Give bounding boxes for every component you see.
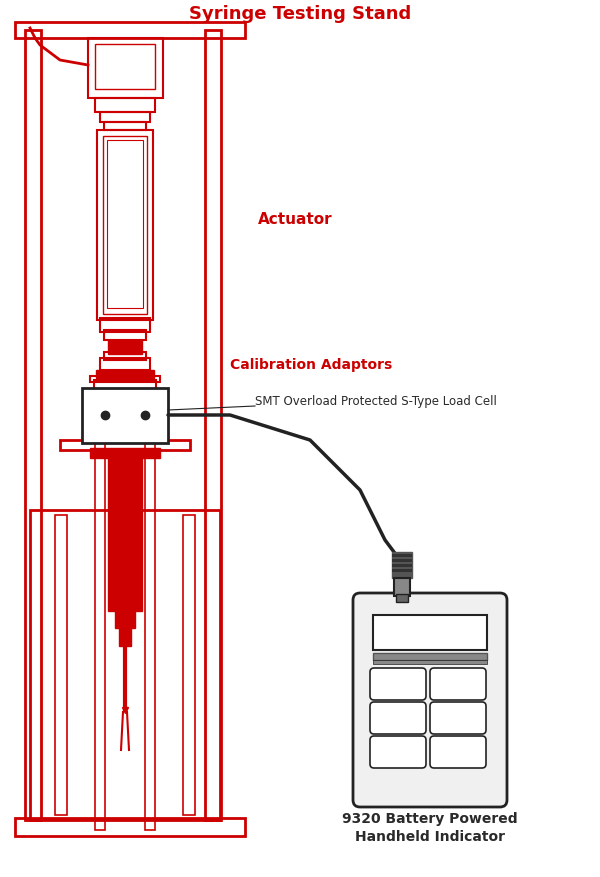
Bar	[90, 376, 160, 382]
Bar	[104, 330, 146, 340]
Bar	[119, 626, 131, 646]
Bar	[15, 818, 245, 836]
Text: 9320 Battery Powered
Handheld Indicator: 9320 Battery Powered Handheld Indicator	[342, 812, 518, 845]
Bar	[15, 22, 245, 38]
Bar	[107, 140, 143, 308]
Bar	[100, 318, 150, 332]
Bar	[100, 358, 150, 370]
Bar	[183, 515, 195, 815]
Bar	[25, 30, 41, 820]
FancyBboxPatch shape	[430, 702, 486, 734]
Bar	[392, 564, 412, 567]
Bar	[205, 30, 221, 820]
Text: SMT Overload Protected S-Type Load Cell: SMT Overload Protected S-Type Load Cell	[255, 396, 497, 409]
FancyBboxPatch shape	[370, 702, 426, 734]
FancyBboxPatch shape	[370, 668, 426, 700]
FancyBboxPatch shape	[353, 593, 507, 807]
Bar	[55, 515, 67, 815]
Bar	[95, 430, 105, 830]
Bar	[95, 44, 155, 89]
Text: Actuator: Actuator	[258, 212, 332, 227]
Bar	[396, 594, 408, 602]
Bar	[104, 122, 146, 130]
Bar	[115, 610, 135, 628]
Bar	[104, 352, 146, 360]
Bar	[392, 552, 412, 578]
Bar	[103, 136, 147, 314]
Bar	[94, 380, 156, 390]
Bar	[373, 660, 487, 664]
Bar	[60, 440, 190, 450]
Bar	[88, 38, 163, 98]
Bar	[392, 559, 412, 562]
Bar	[90, 448, 160, 458]
FancyBboxPatch shape	[430, 668, 486, 700]
Bar	[145, 430, 155, 830]
Bar	[95, 98, 155, 112]
Bar	[108, 456, 142, 611]
Bar	[82, 388, 168, 443]
Bar	[392, 554, 412, 557]
Bar	[392, 569, 412, 572]
Text: Calibration Adaptors: Calibration Adaptors	[230, 358, 392, 372]
Bar	[108, 340, 142, 354]
Bar	[96, 370, 154, 378]
Bar	[100, 112, 150, 122]
Bar	[30, 510, 220, 820]
FancyBboxPatch shape	[430, 736, 486, 768]
Bar	[97, 130, 153, 320]
Bar	[373, 615, 487, 650]
Bar	[373, 653, 487, 660]
FancyBboxPatch shape	[370, 736, 426, 768]
Text: Syringe Testing Stand: Syringe Testing Stand	[189, 5, 411, 23]
Bar	[394, 578, 410, 596]
